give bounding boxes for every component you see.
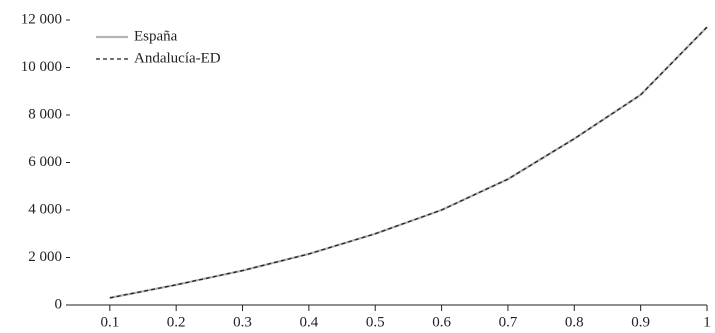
y-tick-label: 6 000 [28, 154, 62, 170]
x-tick-label: 1 [703, 314, 711, 330]
x-tick-label: 0.1 [100, 314, 119, 330]
y-tick-label: 4 000 [28, 201, 62, 217]
x-tick-label: 0.6 [432, 314, 451, 330]
y-tick-label: 8 000 [28, 106, 62, 122]
y-tick-label: 12 000 [21, 11, 62, 27]
x-tick-label: 0.4 [300, 314, 319, 330]
y-tick-label: 0 [55, 296, 63, 312]
x-tick-label: 0.2 [167, 314, 186, 330]
x-tick-label: 0.9 [631, 314, 650, 330]
x-tick-label: 0.3 [233, 314, 252, 330]
x-tick-label: 0.8 [565, 314, 584, 330]
legend-label: España [134, 28, 178, 44]
x-tick-label: 0.7 [499, 314, 518, 330]
series-line [109, 26, 708, 299]
series-line [109, 26, 708, 299]
y-tick-label: 2 000 [28, 249, 62, 265]
x-tick-label: 0.5 [366, 314, 385, 330]
y-tick-label: 10 000 [21, 59, 62, 75]
legend-label: Andalucía-ED [134, 50, 221, 66]
